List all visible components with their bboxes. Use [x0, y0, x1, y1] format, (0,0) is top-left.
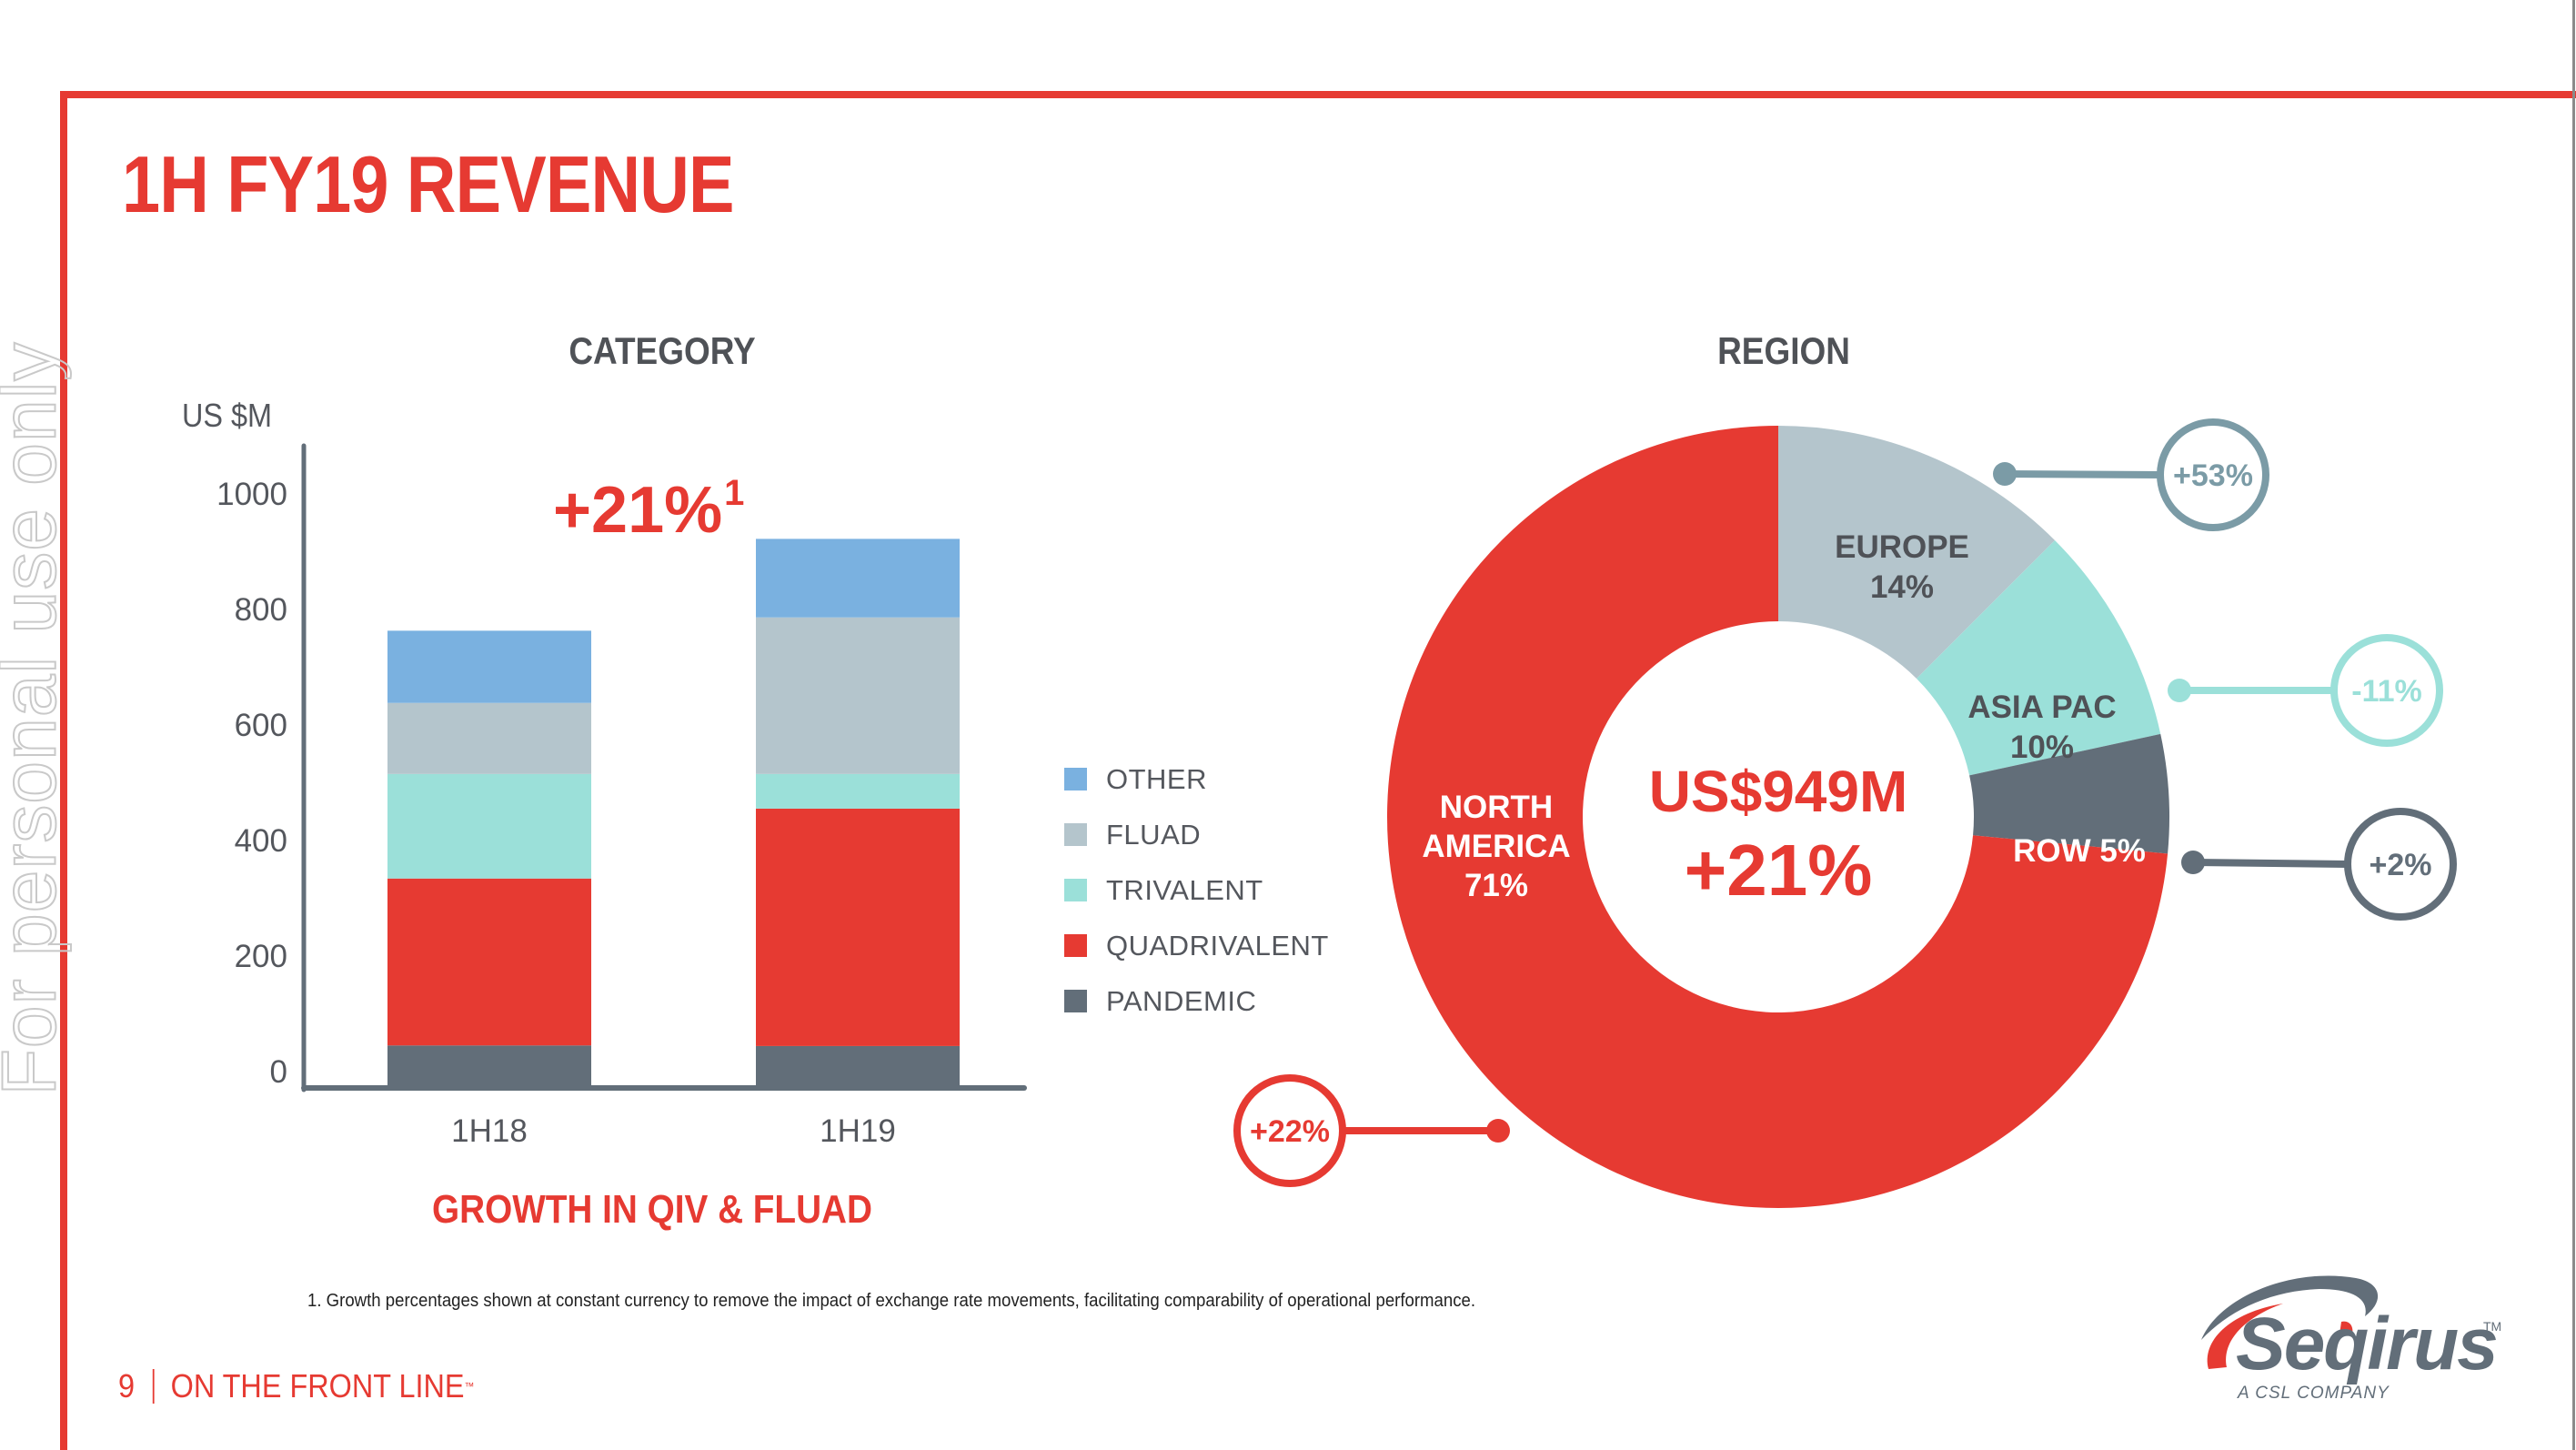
- slice-label: NORTH: [1440, 790, 1553, 825]
- frame-left-rule: [60, 91, 67, 1450]
- category-subtitle: GROWTH IN QIV & FLUAD: [432, 1187, 872, 1232]
- legend-swatch: [1064, 934, 1087, 957]
- donut-slice-europe: [1778, 426, 2056, 679]
- y-tick-label: 1000: [216, 477, 287, 512]
- callout-ring-icon: [2344, 808, 2457, 921]
- legend-label: TRIVALENT: [1106, 873, 1263, 906]
- callout-growth-value: -11%: [2351, 674, 2422, 709]
- donut-center-growth: +21%: [1685, 830, 1873, 911]
- growth-callout-north-america: +22%: [1233, 1074, 1510, 1187]
- slice-label: AMERICA: [1422, 829, 1570, 864]
- legend-item-fluad: FLUAD: [1064, 807, 1329, 862]
- legend-item-other: OTHER: [1064, 751, 1329, 807]
- legend-item-quadrivalent: QUADRIVALENT: [1064, 918, 1329, 973]
- growth-callout-row: +2%: [2181, 808, 2457, 921]
- legend-swatch: [1064, 879, 1087, 901]
- bar-segment-fluad-1h18: [387, 702, 591, 774]
- legend-label: PANDEMIC: [1106, 984, 1257, 1017]
- callout-connector: [2192, 859, 2349, 868]
- donut-slice-row: [1969, 733, 2169, 854]
- callout-dot-icon: [2168, 679, 2191, 702]
- y-tick-label: 600: [235, 708, 287, 743]
- logo-tagline: A CSL COMPANY: [2237, 1384, 2390, 1403]
- slice-label: ASIA PAC: [1967, 690, 2116, 725]
- callout-dot-icon: [2181, 851, 2205, 874]
- slice-label: EUROPE: [1835, 529, 1969, 565]
- page-title: 1H FY19 REVENUE: [122, 139, 735, 229]
- legend-label: OTHER: [1106, 762, 1207, 795]
- bar-segment-trivalent-1h18: [387, 773, 591, 879]
- callout-growth-value: +22%: [1250, 1114, 1330, 1149]
- logo-i-dot-icon: [2340, 1321, 2353, 1334]
- callout-dot-icon: [1486, 1119, 1510, 1143]
- slice-label: ROW 5%: [2013, 833, 2146, 869]
- legend-swatch: [1064, 823, 1087, 846]
- legend-label: FLUAD: [1106, 818, 1202, 851]
- footnote-ref: 1: [724, 473, 745, 513]
- callout-growth-value: +53%: [2173, 458, 2253, 493]
- category-bar-chart: 1H18 1H19 0 200 400 600 800 1000: [216, 443, 1027, 1149]
- donut-slice-asia-pac: [1917, 539, 2161, 776]
- trademark-mark: ™: [464, 1380, 475, 1393]
- legend-item-trivalent: TRIVALENT: [1064, 862, 1329, 918]
- footer: 9 ON THE FRONT LINE ™: [118, 1367, 474, 1405]
- seqirus-logo: Seqirus TM A CSL COMPANY: [2201, 1275, 2501, 1403]
- category-legend: OTHER FLUAD TRIVALENT QUADRIVALENT PANDEMIC: [1064, 751, 1329, 1029]
- region-title: REGION: [1717, 329, 1850, 372]
- bar-segment-quadrivalent-1h19: [756, 808, 960, 1046]
- slice-label: 71%: [1464, 868, 1528, 903]
- footnote: 1. Growth percentages shown at constant …: [307, 1291, 1476, 1311]
- region-donut-chart: EUROPE 14% ASIA PAC 10% ROW 5% NORTH AMERICA 71…: [1233, 418, 2457, 1208]
- y-tick-label: 800: [235, 592, 287, 628]
- donut-slice-north-america: [1387, 426, 2168, 1208]
- category-growth-value: +21%: [553, 474, 723, 547]
- logo-tm: TM: [2483, 1319, 2501, 1334]
- legend-swatch: [1064, 768, 1087, 790]
- logo-swoosh-gray-icon: [2201, 1275, 2379, 1340]
- slice-label: 10%: [2010, 730, 2074, 765]
- slide-right-edge: [2572, 0, 2575, 1450]
- category-title: CATEGORY: [569, 329, 756, 372]
- y-axis-unit-label: US $M: [182, 397, 273, 434]
- logo-wordmark: Seqirus: [2236, 1303, 2497, 1385]
- donut-center-total: US$949M: [1649, 759, 1908, 824]
- footer-tagline: ON THE FRONT LINE: [170, 1367, 465, 1405]
- y-tick-label: 200: [235, 939, 287, 974]
- callout-ring-icon: [2330, 634, 2443, 747]
- y-tick-label: 0: [270, 1054, 287, 1090]
- category-growth-annotation: +21%1: [553, 473, 744, 548]
- legend-item-pandemic: PANDEMIC: [1064, 973, 1329, 1029]
- bar-segment-pandemic-1h19: [756, 1045, 960, 1087]
- x-tick-label: 1H19: [820, 1113, 896, 1149]
- footer-separator: [152, 1369, 155, 1404]
- bar-segment-pandemic-1h18: [387, 1045, 591, 1087]
- page-number: 9: [118, 1367, 136, 1405]
- logo-swoosh-red-icon: [2207, 1304, 2283, 1369]
- callout-ring-icon: [1233, 1074, 1346, 1187]
- growth-callout-asia-pac: -11%: [2168, 634, 2443, 747]
- callout-growth-value: +2%: [2370, 848, 2432, 882]
- callout-dot-icon: [1993, 462, 2017, 486]
- bar-segment-quadrivalent-1h18: [387, 878, 591, 1046]
- bar-segment-trivalent-1h19: [756, 773, 960, 809]
- bar-segment-other-1h18: [387, 630, 591, 703]
- bar-segment-other-1h19: [756, 539, 960, 618]
- callout-connector: [2004, 470, 2161, 478]
- legend-label: QUADRIVALENT: [1106, 929, 1329, 962]
- x-tick-label: 1H18: [451, 1113, 528, 1149]
- bar-segment-fluad-1h19: [756, 617, 960, 774]
- slice-label: 14%: [1870, 569, 1934, 605]
- callout-ring-icon: [2157, 418, 2269, 531]
- frame-top-rule: [60, 91, 2576, 98]
- y-tick-label: 400: [235, 823, 287, 859]
- growth-callout-europe: +53%: [1993, 418, 2269, 531]
- legend-swatch: [1064, 990, 1087, 1012]
